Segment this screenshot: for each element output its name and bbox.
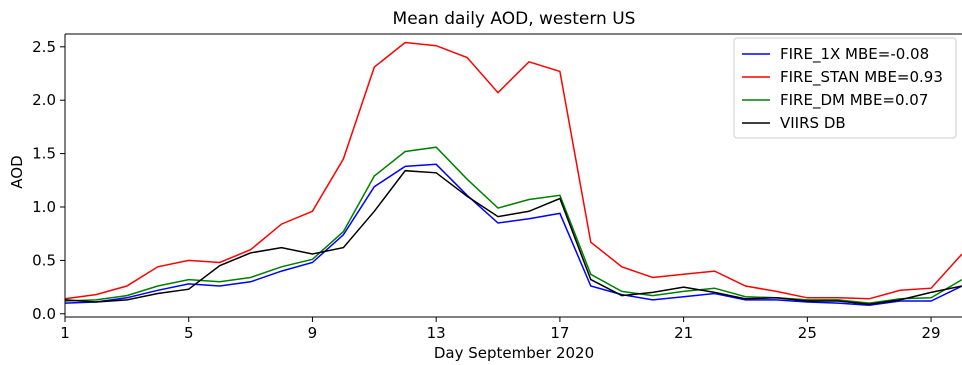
x-tick-label: 13 (427, 324, 446, 342)
x-tick-label: 17 (550, 324, 569, 342)
x-axis-label: Day September 2020 (434, 344, 594, 362)
series-line-2 (65, 41, 962, 300)
chart-title: Mean daily AOD, western US (393, 9, 636, 29)
legend-label: FIRE_DM MBE=0.07 (780, 91, 928, 110)
legend-frame (733, 37, 957, 139)
x-tick-label: 29 (922, 324, 941, 342)
y-tick-label: 0.0 (32, 305, 56, 323)
x-tick-label: 25 (798, 324, 817, 342)
y-axis-label: AOD (8, 155, 26, 188)
legend-label: FIRE_STAN MBE=0.93 (780, 68, 943, 87)
x-tick-label: 1 (60, 324, 70, 342)
x-tick-label: 9 (308, 324, 318, 342)
series-line-3 (65, 146, 962, 304)
y-tick-label: 2.5 (32, 38, 56, 56)
series-line-4 (65, 169, 962, 305)
legend: FIRE_1X MBE=-0.08 FIRE_STAN MBE=0.93 FIRE_… (733, 37, 957, 139)
y-tick-label: 1.0 (32, 198, 56, 216)
x-tick-label: 21 (674, 324, 693, 342)
legend-label: VIIRS DB (780, 114, 846, 132)
y-tick-label: 1.5 (32, 145, 56, 163)
series-line-1 (65, 163, 962, 307)
x-tick-label: 5 (184, 324, 194, 342)
y-tick-label: 2.0 (32, 91, 56, 109)
y-tick-label: 0.5 (32, 251, 56, 269)
legend-label: FIRE_1X MBE=-0.08 (780, 45, 929, 64)
